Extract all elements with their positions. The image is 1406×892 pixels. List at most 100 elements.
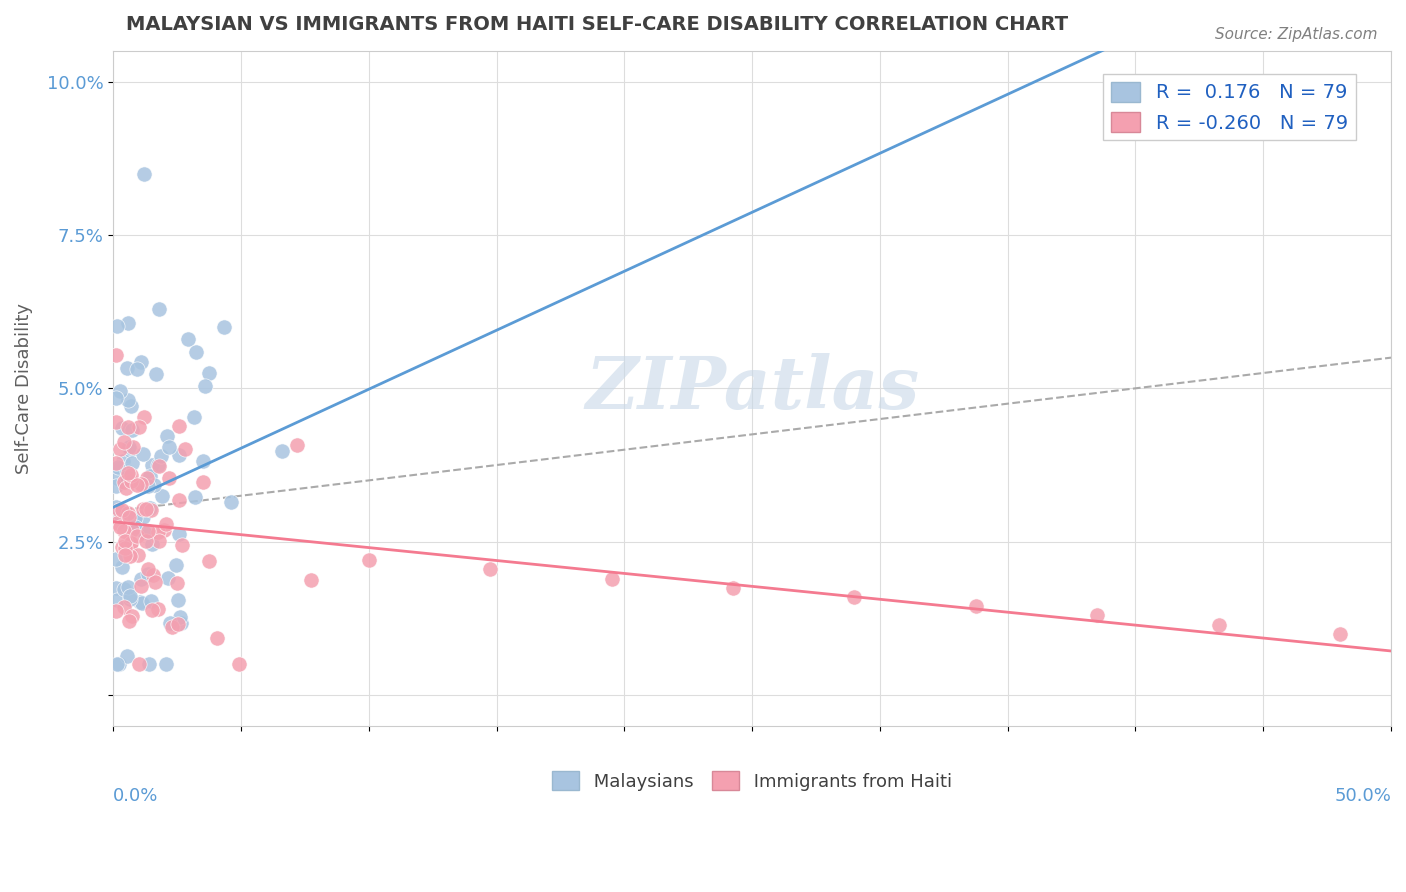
Point bbox=[111, 420, 134, 434]
Point bbox=[115, 361, 138, 376]
Point bbox=[183, 491, 205, 505]
Point bbox=[159, 615, 181, 630]
Point bbox=[115, 649, 138, 664]
Point bbox=[120, 536, 142, 550]
Point bbox=[104, 552, 127, 566]
Point bbox=[128, 420, 150, 434]
Point bbox=[153, 523, 176, 537]
Point bbox=[132, 167, 155, 181]
Point bbox=[156, 429, 179, 443]
Y-axis label: Self-Care Disability: Self-Care Disability bbox=[15, 302, 32, 474]
Point bbox=[141, 537, 163, 551]
Point bbox=[131, 477, 153, 491]
Point bbox=[104, 348, 127, 362]
Point bbox=[166, 593, 188, 607]
Point bbox=[138, 469, 160, 483]
Point bbox=[198, 366, 221, 380]
Point bbox=[121, 536, 143, 550]
Text: ZIPatlas: ZIPatlas bbox=[585, 353, 920, 424]
Text: 0.0%: 0.0% bbox=[114, 787, 159, 805]
Point bbox=[114, 541, 136, 556]
Point bbox=[285, 438, 308, 452]
Point bbox=[124, 520, 146, 534]
Point bbox=[129, 573, 152, 587]
Point bbox=[479, 562, 502, 576]
Point bbox=[165, 558, 187, 573]
Point bbox=[105, 471, 128, 485]
Point bbox=[120, 475, 142, 489]
Point bbox=[174, 442, 197, 456]
Point bbox=[110, 461, 132, 475]
Point bbox=[114, 582, 136, 596]
Point bbox=[107, 459, 129, 474]
Point bbox=[136, 524, 159, 538]
Point bbox=[128, 657, 150, 672]
Point bbox=[129, 579, 152, 593]
Point bbox=[104, 456, 127, 470]
Point bbox=[166, 576, 188, 591]
Point bbox=[1208, 617, 1230, 632]
Point bbox=[105, 593, 128, 607]
Point bbox=[212, 319, 235, 334]
Point bbox=[121, 609, 143, 624]
Point bbox=[965, 599, 987, 614]
Point bbox=[118, 546, 141, 560]
Point bbox=[121, 423, 143, 437]
Point bbox=[146, 525, 169, 540]
Point bbox=[136, 471, 159, 485]
Point bbox=[169, 610, 191, 624]
Point bbox=[184, 345, 207, 359]
Point bbox=[142, 478, 165, 492]
Point bbox=[120, 400, 142, 414]
Point bbox=[219, 495, 242, 509]
Point bbox=[105, 516, 128, 530]
Point bbox=[131, 596, 153, 610]
Point bbox=[155, 516, 177, 531]
Point bbox=[120, 591, 142, 606]
Point bbox=[167, 418, 190, 433]
Point bbox=[104, 603, 127, 617]
Point bbox=[194, 379, 217, 393]
Point bbox=[117, 507, 139, 521]
Point bbox=[118, 442, 141, 457]
Point bbox=[146, 601, 169, 615]
Point bbox=[131, 447, 153, 461]
Point bbox=[146, 458, 169, 473]
Point bbox=[105, 657, 128, 672]
Point bbox=[143, 574, 166, 589]
Point bbox=[157, 571, 180, 585]
Point bbox=[141, 458, 163, 472]
Point bbox=[108, 442, 131, 456]
Point bbox=[270, 444, 292, 458]
Point bbox=[139, 501, 162, 516]
Point bbox=[167, 616, 190, 631]
Point bbox=[118, 549, 141, 563]
Point bbox=[115, 482, 138, 496]
Point bbox=[118, 589, 141, 603]
Point bbox=[172, 538, 194, 552]
Point bbox=[121, 456, 143, 470]
Point bbox=[114, 548, 136, 562]
Point bbox=[132, 501, 155, 516]
Point bbox=[207, 631, 229, 645]
Point bbox=[148, 301, 170, 316]
Point bbox=[141, 503, 163, 517]
Point bbox=[128, 595, 150, 609]
Point bbox=[121, 523, 143, 537]
Point bbox=[127, 478, 149, 492]
Point bbox=[721, 581, 744, 595]
Point bbox=[108, 503, 131, 517]
Point bbox=[127, 548, 149, 562]
Point bbox=[105, 318, 128, 333]
Point bbox=[112, 475, 135, 489]
Point bbox=[117, 467, 139, 481]
Point bbox=[111, 503, 134, 517]
Point bbox=[1329, 627, 1351, 641]
Point bbox=[142, 568, 165, 582]
Point bbox=[117, 316, 139, 330]
Point bbox=[117, 470, 139, 484]
Point bbox=[357, 553, 380, 567]
Point bbox=[111, 560, 134, 574]
Point bbox=[125, 521, 148, 535]
Text: MALAYSIAN VS IMMIGRANTS FROM HAITI SELF-CARE DISABILITY CORRELATION CHART: MALAYSIAN VS IMMIGRANTS FROM HAITI SELF-… bbox=[127, 15, 1069, 34]
